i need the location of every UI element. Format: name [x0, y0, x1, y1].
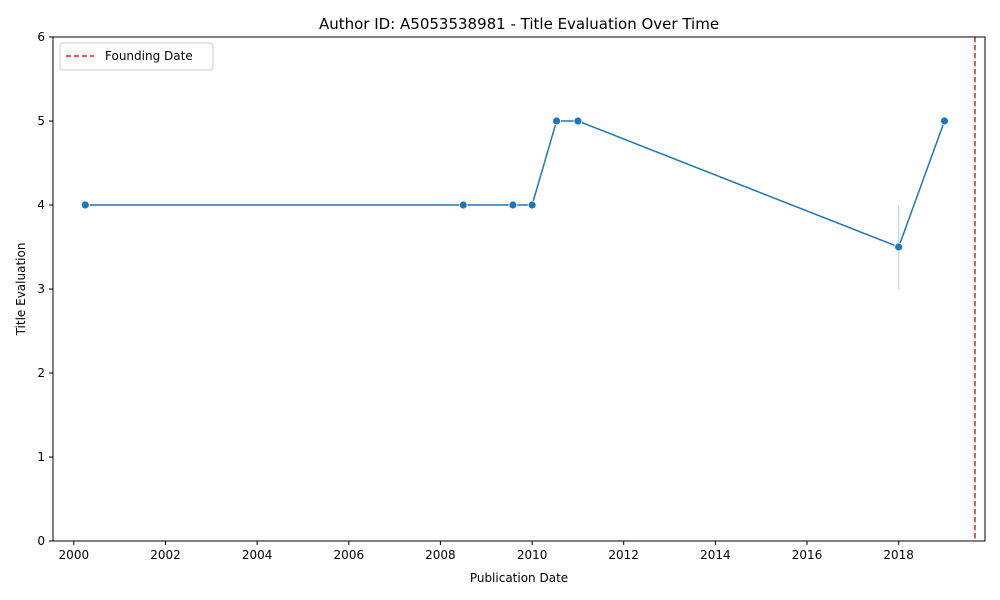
- x-tick-label: 2010: [517, 548, 548, 562]
- legend: Founding Date: [59, 42, 214, 71]
- y-axis: 0 1 2 3 4 5 6: [37, 30, 53, 548]
- y-tick-label: 4: [37, 198, 45, 212]
- x-tick-label: 2006: [334, 548, 365, 562]
- y-tick-label: 6: [37, 30, 45, 44]
- legend-box: [59, 42, 214, 71]
- plot-area: [80, 37, 976, 541]
- x-axis-label: Publication Date: [470, 571, 568, 585]
- x-tick-label: 2004: [242, 548, 273, 562]
- x-tick-label: 2008: [425, 548, 456, 562]
- y-tick-label: 5: [37, 114, 45, 128]
- y-axis-label: Title Evaluation: [14, 243, 28, 337]
- data-point: [552, 116, 561, 126]
- x-tick-label: 2014: [700, 548, 731, 562]
- legend-label-founding-date: Founding Date: [105, 49, 193, 63]
- x-tick-label: 2018: [883, 548, 914, 562]
- x-axis: 2000 2002 2004 2006 2008 2010 2012 2014 2016 2018: [59, 541, 914, 562]
- x-tick-label: 2012: [608, 548, 639, 562]
- y-tick-label: 2: [37, 366, 45, 380]
- x-tick-label: 2002: [150, 548, 181, 562]
- data-point: [573, 116, 583, 126]
- data-point: [80, 200, 90, 210]
- data-point: [458, 200, 468, 210]
- data-point: [508, 200, 518, 210]
- y-tick-label: 1: [37, 450, 45, 464]
- y-tick-label: 0: [37, 534, 45, 548]
- series-line: [85, 120, 946, 248]
- plot-frame: [52, 36, 986, 542]
- data-point: [894, 242, 904, 252]
- data-point: [527, 200, 537, 210]
- chart-title: Author ID: A5053538981 - Title Evaluatio…: [319, 15, 719, 33]
- x-tick-label: 2016: [792, 548, 823, 562]
- data-point: [940, 116, 949, 126]
- y-tick-label: 3: [37, 282, 45, 296]
- x-tick-label: 2000: [59, 548, 90, 562]
